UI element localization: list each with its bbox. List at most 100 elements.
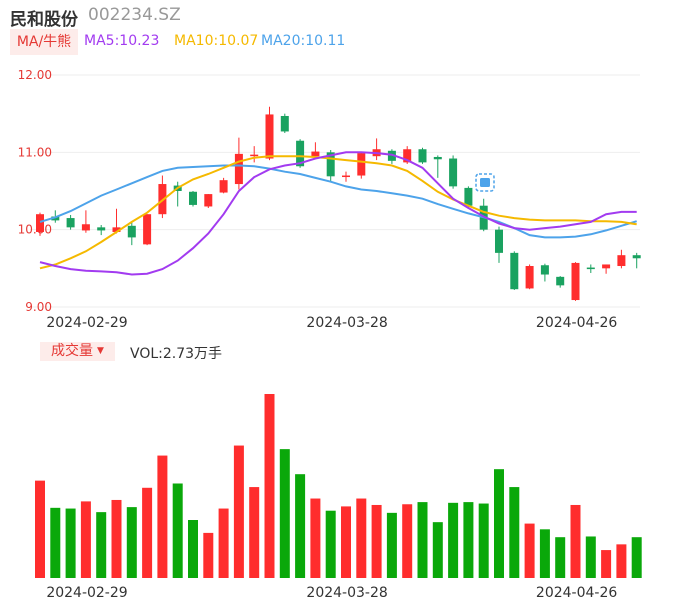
candle-body <box>525 266 534 289</box>
candle-body <box>112 227 121 232</box>
candle-body <box>326 152 335 177</box>
candle[interactable] <box>571 262 580 301</box>
candle-body <box>342 175 350 178</box>
volume-bar[interactable] <box>172 483 183 578</box>
volume-bar[interactable] <box>157 455 168 578</box>
event-marker-icon[interactable] <box>475 173 495 192</box>
candle[interactable] <box>418 147 427 164</box>
candle-body <box>250 154 259 157</box>
stock-code: 002234.SZ <box>88 5 181 25</box>
volume-bar[interactable] <box>386 512 397 578</box>
ma-lines-layer <box>39 151 637 276</box>
candle[interactable] <box>372 138 381 161</box>
volume-bar[interactable] <box>295 474 306 578</box>
volume-bar[interactable] <box>616 544 627 578</box>
volume-bar[interactable] <box>80 501 91 578</box>
candle-body <box>265 114 274 159</box>
volume-bar[interactable] <box>310 498 321 578</box>
candle-body <box>449 158 458 187</box>
volume-bar[interactable] <box>402 504 413 578</box>
candle[interactable] <box>66 214 75 230</box>
candle[interactable] <box>97 225 106 236</box>
candle[interactable] <box>112 208 121 234</box>
candle[interactable] <box>602 264 611 274</box>
volume-bar[interactable] <box>524 523 535 578</box>
volume-bar[interactable] <box>494 469 504 578</box>
candle-body <box>189 191 197 205</box>
volume-bar[interactable] <box>631 537 642 578</box>
date-tick-label: 2024-02-29 <box>46 315 127 331</box>
candle[interactable] <box>189 191 197 207</box>
candle[interactable] <box>433 155 442 178</box>
candle[interactable] <box>250 146 259 163</box>
volume-bar[interactable] <box>65 508 76 578</box>
date-tick-label: 2024-04-26 <box>536 585 617 601</box>
candle[interactable] <box>586 264 595 273</box>
candle[interactable] <box>219 177 228 194</box>
candle[interactable] <box>510 251 519 290</box>
candle[interactable] <box>234 137 243 190</box>
price-axis-ticks: 12.00 11.00 10.00 9.00 <box>18 68 52 314</box>
volume-bar[interactable] <box>356 498 367 578</box>
volume-bar[interactable] <box>249 487 260 578</box>
volume-bar[interactable] <box>218 508 229 578</box>
volume-indicator-button[interactable]: 成交量 ▼ <box>40 342 115 361</box>
candle-body <box>464 187 473 206</box>
volume-bar[interactable] <box>478 503 489 578</box>
candle[interactable] <box>311 142 320 159</box>
volume-bar[interactable] <box>188 520 198 578</box>
ma5-label: MA5:10.23 <box>84 33 160 49</box>
volume-bar[interactable] <box>432 522 443 578</box>
candle[interactable] <box>495 226 503 263</box>
volume-bar[interactable] <box>539 529 550 578</box>
ma10-label: MA10:10.07 <box>174 33 259 49</box>
candle-body <box>66 218 75 228</box>
volume-bar[interactable] <box>96 512 107 578</box>
candle-body <box>97 227 106 231</box>
candle[interactable] <box>357 152 366 179</box>
volume-bar[interactable] <box>142 487 153 578</box>
candle[interactable] <box>617 249 626 269</box>
candle-body <box>280 115 289 132</box>
candle[interactable] <box>540 263 549 282</box>
candle[interactable] <box>632 252 641 269</box>
volume-bar[interactable] <box>264 394 275 578</box>
volume-bar[interactable] <box>555 537 566 578</box>
volume-bar[interactable] <box>570 504 581 578</box>
volume-value-label: VOL:2.73万手 <box>130 346 223 362</box>
date-axis-bottom: 2024-02-29 2024-03-28 2024-04-26 <box>46 585 617 601</box>
volume-bar[interactable] <box>585 536 596 578</box>
volume-bar[interactable] <box>371 504 382 578</box>
candle[interactable] <box>280 113 289 133</box>
date-tick-label: 2024-02-29 <box>46 585 127 601</box>
candle[interactable] <box>525 264 534 290</box>
volume-bar[interactable] <box>50 507 61 578</box>
volume-bar[interactable] <box>279 449 290 578</box>
volume-bar[interactable] <box>325 510 336 578</box>
ma-indicator-button[interactable]: MA/牛熊 <box>10 29 78 55</box>
volume-bar[interactable] <box>35 480 45 578</box>
volume-bar[interactable] <box>601 550 612 578</box>
volume-bar[interactable] <box>341 506 351 578</box>
candle[interactable] <box>265 106 274 161</box>
candle-body <box>81 224 90 231</box>
volume-bar[interactable] <box>509 487 520 578</box>
volume-bar[interactable] <box>463 502 474 578</box>
candle[interactable] <box>36 212 44 236</box>
volume-bar[interactable] <box>233 445 244 578</box>
volume-bar[interactable] <box>126 507 137 578</box>
volume-bar[interactable] <box>111 499 122 578</box>
candle[interactable] <box>204 194 213 209</box>
candle[interactable] <box>556 276 565 288</box>
candle[interactable] <box>342 171 350 182</box>
candle[interactable] <box>127 221 136 246</box>
candle[interactable] <box>143 214 152 246</box>
volume-bar[interactable] <box>448 502 459 578</box>
volume-bar[interactable] <box>203 532 214 578</box>
candle[interactable] <box>387 149 396 164</box>
candle[interactable] <box>449 155 458 189</box>
volume-bar[interactable] <box>417 502 428 578</box>
candle[interactable] <box>81 210 90 233</box>
candle-body <box>556 276 565 286</box>
